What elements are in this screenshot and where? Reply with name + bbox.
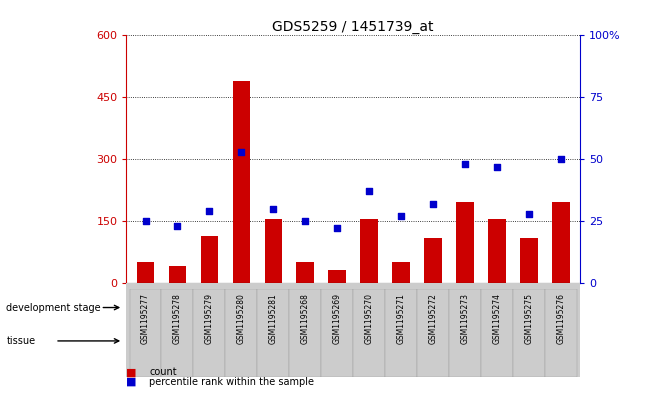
Point xyxy=(460,161,470,167)
Bar xyxy=(201,235,218,283)
FancyBboxPatch shape xyxy=(481,289,513,377)
Text: GSM1195279: GSM1195279 xyxy=(205,293,214,344)
FancyBboxPatch shape xyxy=(194,289,226,377)
Text: count: count xyxy=(149,367,177,377)
Bar xyxy=(552,202,570,283)
Text: ■: ■ xyxy=(126,367,137,377)
Bar xyxy=(520,239,538,283)
Text: dorsal
forebrain: dorsal forebrain xyxy=(143,331,181,351)
FancyBboxPatch shape xyxy=(353,289,385,377)
Text: GSM1195271: GSM1195271 xyxy=(397,293,406,344)
Bar xyxy=(233,81,250,283)
Text: GSM1195277: GSM1195277 xyxy=(141,293,150,344)
Text: spinal
cord: spinal cord xyxy=(260,331,286,351)
FancyBboxPatch shape xyxy=(226,289,257,377)
Point xyxy=(555,156,566,162)
Bar xyxy=(424,237,442,283)
Point xyxy=(204,208,214,214)
FancyBboxPatch shape xyxy=(385,289,417,377)
Point xyxy=(332,225,342,231)
Text: GSM1195280: GSM1195280 xyxy=(237,293,246,344)
FancyBboxPatch shape xyxy=(257,289,289,377)
Point xyxy=(268,206,279,212)
Text: GSM1195272: GSM1195272 xyxy=(428,293,437,344)
FancyBboxPatch shape xyxy=(130,289,161,377)
FancyBboxPatch shape xyxy=(449,289,481,377)
Bar xyxy=(329,270,346,283)
Point xyxy=(141,218,151,224)
Bar xyxy=(168,266,186,283)
Text: development stage: development stage xyxy=(6,303,101,312)
Bar xyxy=(456,202,474,283)
FancyBboxPatch shape xyxy=(257,326,289,356)
FancyBboxPatch shape xyxy=(194,326,257,356)
Text: ventral
forebrain: ventral forebrain xyxy=(206,331,245,351)
Point xyxy=(396,213,406,219)
FancyBboxPatch shape xyxy=(289,289,321,377)
Text: GSM1195268: GSM1195268 xyxy=(301,293,310,344)
Point xyxy=(364,188,375,195)
Text: GSM1195274: GSM1195274 xyxy=(492,293,502,344)
Point xyxy=(524,211,534,217)
FancyBboxPatch shape xyxy=(385,326,481,356)
Text: GSM1195281: GSM1195281 xyxy=(269,293,278,344)
Bar xyxy=(296,263,314,283)
Text: percentile rank within the sample: percentile rank within the sample xyxy=(149,377,314,387)
Point xyxy=(236,149,246,155)
FancyBboxPatch shape xyxy=(417,289,449,377)
FancyBboxPatch shape xyxy=(545,289,577,377)
Text: GSM1195278: GSM1195278 xyxy=(173,293,182,344)
FancyBboxPatch shape xyxy=(321,289,353,377)
Text: GSM1195270: GSM1195270 xyxy=(365,293,374,344)
FancyBboxPatch shape xyxy=(130,326,194,356)
Text: adult: adult xyxy=(420,303,446,312)
Bar xyxy=(392,263,410,283)
Text: GSM1195275: GSM1195275 xyxy=(524,293,533,344)
Text: neocortex: neocortex xyxy=(316,336,358,345)
Text: GSM1195276: GSM1195276 xyxy=(556,293,565,344)
Text: ■: ■ xyxy=(126,377,137,387)
FancyBboxPatch shape xyxy=(481,326,577,356)
FancyBboxPatch shape xyxy=(130,292,289,323)
Title: GDS5259 / 1451739_at: GDS5259 / 1451739_at xyxy=(272,20,434,34)
Text: tissue: tissue xyxy=(6,336,36,346)
FancyBboxPatch shape xyxy=(161,289,194,377)
Point xyxy=(428,200,438,207)
FancyBboxPatch shape xyxy=(289,292,577,323)
Bar xyxy=(488,219,505,283)
FancyBboxPatch shape xyxy=(513,289,545,377)
Text: striatum: striatum xyxy=(415,336,451,345)
Bar xyxy=(264,219,282,283)
Bar xyxy=(137,263,154,283)
Text: GSM1195269: GSM1195269 xyxy=(332,293,341,344)
Point xyxy=(172,223,183,229)
Point xyxy=(492,163,502,170)
Text: GSM1195273: GSM1195273 xyxy=(461,293,469,344)
FancyBboxPatch shape xyxy=(289,326,385,356)
Bar xyxy=(360,219,378,283)
Text: subventricular zone: subventricular zone xyxy=(487,336,571,345)
Text: embryonic day E14.5: embryonic day E14.5 xyxy=(154,303,265,312)
Point xyxy=(300,218,310,224)
